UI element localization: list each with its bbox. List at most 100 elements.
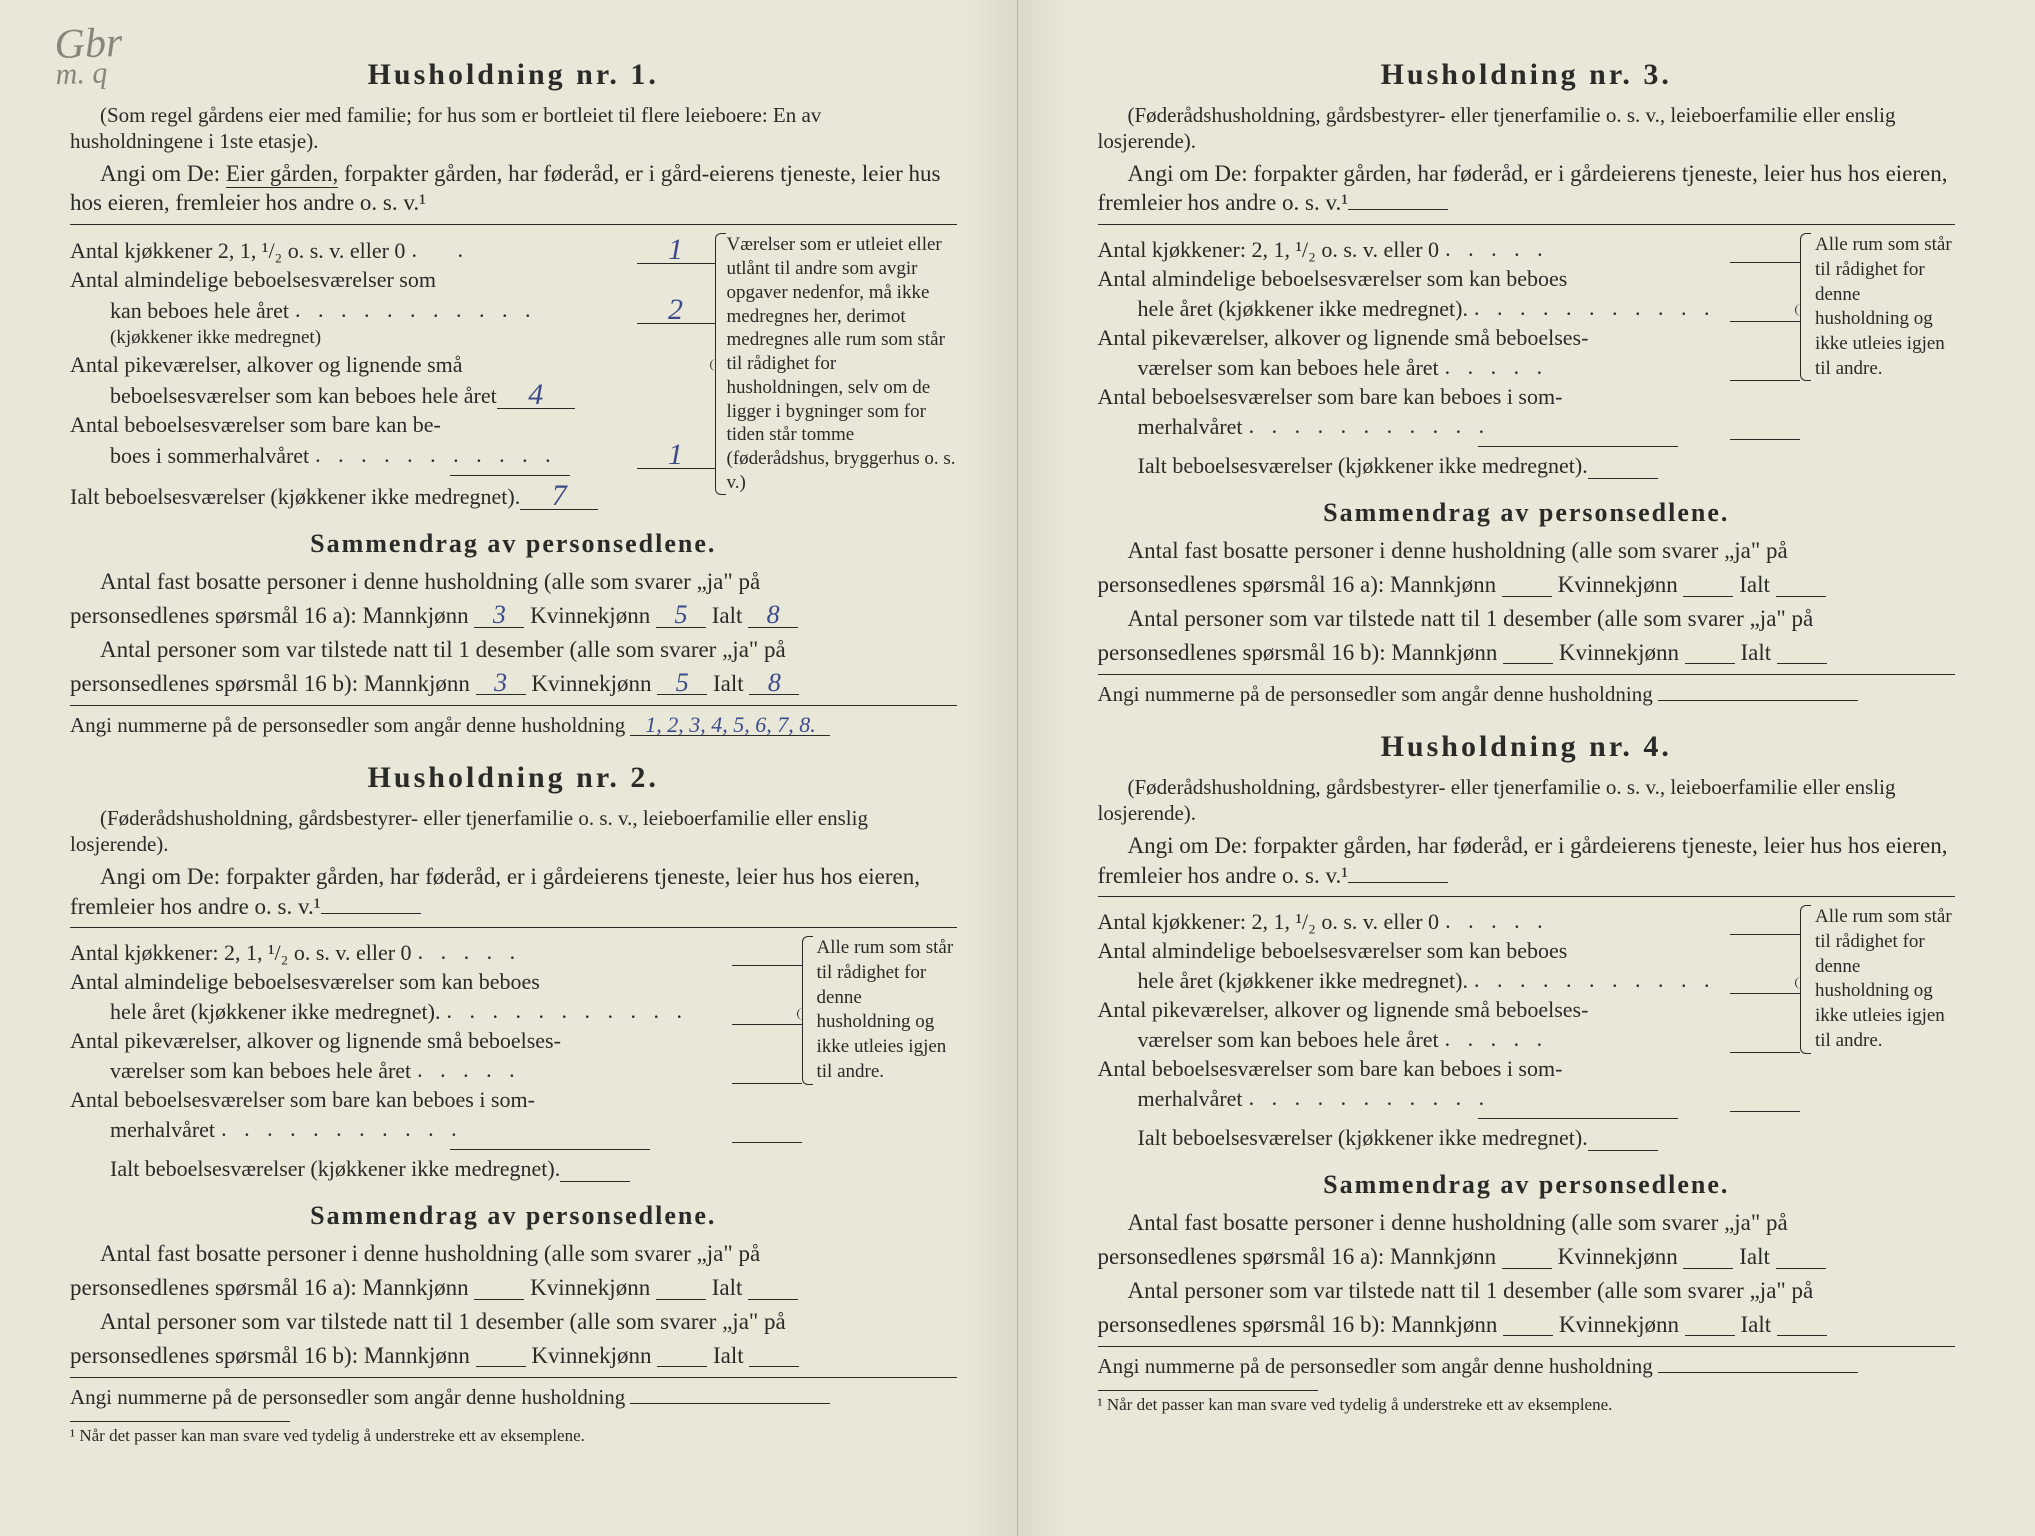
dots: . . . . . . . . . . . xyxy=(1468,967,1730,994)
rule xyxy=(1478,446,1678,447)
h1-r4a: Antal beboelsesværelser som bare kan be- xyxy=(70,412,441,438)
h4-nummer-label: Angi nummerne på de personsedler som ang… xyxy=(1098,1354,1653,1378)
h1-sum2b-prefix: personsedlenes spørsmål 16 b): Mannkjønn xyxy=(70,671,470,696)
dots: . . . . . . . . . . . xyxy=(1243,1085,1730,1112)
h4-sidenote-text: Alle rum som står til rådighet for denne… xyxy=(1815,906,1952,1050)
h3-nummer: Angi nummerne på de personsedler som ang… xyxy=(1098,681,1956,708)
left-page: Gbr m. q Husholdning nr. 1. (Som regel g… xyxy=(0,0,1018,1536)
h3-sum1b: personsedlenes spørsmål 16 a): Mannkjønn… xyxy=(1098,570,1956,600)
h1-r3-value: 4 xyxy=(497,381,575,409)
h2-sum2b-prefix: personsedlenes spørsmål 16 b): Mannkjønn xyxy=(70,1343,470,1368)
footnote-left: ¹ Når det passer kan man svare ved tydel… xyxy=(70,1426,957,1446)
h4-sum1b: personsedlenes spørsmål 16 a): Mannkjønn… xyxy=(1098,1242,1956,1272)
h4-r2b: hele året (kjøkkener ikke medregnet). xyxy=(1098,968,1468,994)
brace-icon xyxy=(1800,905,1811,1053)
h1-b-k: 5 xyxy=(657,671,707,695)
h4-r1-value xyxy=(1730,914,1800,935)
h2-sidenote-text: Alle rum som står til rådighet for denne… xyxy=(817,937,954,1081)
h1-b-m: 3 xyxy=(476,671,526,695)
h4-r3b: værelser som kan beboes hele året xyxy=(1098,1027,1439,1053)
h3-summary-title: Sammendrag av personsedlene. xyxy=(1098,498,1956,528)
h2-ialt2: Ialt xyxy=(713,1343,744,1368)
dots: . . . . . xyxy=(1439,236,1730,263)
h3-r3-value xyxy=(1730,360,1800,381)
rule xyxy=(450,1149,650,1150)
h1-r2a: Antal almindelige beboelsesværelser som xyxy=(70,267,436,293)
dots: . . . . . xyxy=(1439,908,1730,935)
h3-r5: Ialt beboelsesværelser (kjøkkener ikke m… xyxy=(1098,453,1588,479)
h1-a-i: 8 xyxy=(748,603,798,627)
h2-r3a: Antal pikeværelser, alkover og lignende … xyxy=(70,1028,561,1054)
h4-r4-value xyxy=(1730,1091,1800,1112)
h1-sum1a: Antal fast bosatte personer i denne hush… xyxy=(70,567,957,597)
h4-r4b: merhalvåret xyxy=(1098,1086,1243,1112)
h2-sum2a: Antal personer som var tilstede natt til… xyxy=(70,1307,957,1337)
h3-a-m xyxy=(1502,572,1552,596)
h4-r2-value xyxy=(1730,973,1800,994)
dots: . . . . . xyxy=(412,939,732,966)
h3-r2b: hele året (kjøkkener ikke medregnet). xyxy=(1098,296,1468,322)
dots: . . . . . xyxy=(1439,354,1730,381)
h2-kv: Kvinnekjønn xyxy=(530,1275,650,1300)
h1-nummer-val: 1, 2, 3, 4, 5, 6, 7, 8. xyxy=(630,715,830,736)
h2-title: Husholdning nr. 2. xyxy=(70,761,957,795)
blank-line xyxy=(1658,1372,1858,1373)
h2-summary-title: Sammendrag av personsedlene. xyxy=(70,1201,957,1231)
footnote-right: ¹ Når det passer kan man svare ved tydel… xyxy=(1098,1395,1956,1415)
h1-b-i: 8 xyxy=(749,671,799,695)
h1-nummer: Angi nummerne på de personsedler som ang… xyxy=(70,712,957,739)
h1-a-m: 3 xyxy=(474,603,524,627)
h2-b-i xyxy=(749,1343,799,1367)
h2-r4a: Antal beboelsesværelser som bare kan beb… xyxy=(70,1087,535,1113)
dots: . . . . . . . . . . . xyxy=(215,1116,731,1143)
h2-a-m xyxy=(474,1275,524,1299)
h3-sum2a: Antal personer som var tilstede natt til… xyxy=(1098,604,1956,634)
h2-sum1b-prefix: personsedlenes spørsmål 16 a): Mannkjønn xyxy=(70,1275,469,1300)
pencil-annotation: Gbr m. q xyxy=(54,27,124,87)
h2-ialt: Ialt xyxy=(712,1275,743,1300)
h4-r3-value xyxy=(1730,1032,1800,1053)
dots: . . . . . . . . . . . xyxy=(289,297,637,324)
dots: . . . . . xyxy=(411,1057,731,1084)
h4-rooms: Antal kjøkkener: 2, 1, ¹/₂ o. s. v. elle… xyxy=(1098,905,1801,1154)
h1-r4b: boes i sommerhalvåret xyxy=(70,443,309,469)
h1-sidenote: Værelser som er utleiet eller utlånt til… xyxy=(715,233,957,494)
h3-rooms: Antal kjøkkener: 2, 1, ¹/₂ o. s. v. elle… xyxy=(1098,233,1801,482)
h2-nummer-label: Angi nummerne på de personsedler som ang… xyxy=(70,1385,625,1409)
rule xyxy=(70,705,957,706)
h1-sum1b: personsedlenes spørsmål 16 a): Mannkjønn… xyxy=(70,601,957,631)
blank-line xyxy=(1348,209,1448,210)
h1-r2c: (kjøkkener ikke medregnet) xyxy=(70,327,321,349)
h3-r4-value xyxy=(1730,419,1800,440)
dots: . . . . . . . . . . . xyxy=(1468,295,1730,322)
h2-r4b: merhalvåret xyxy=(70,1117,215,1143)
h4-angi: Angi om De: forpakter gården, har føderå… xyxy=(1098,831,1956,891)
h4-sum2b-prefix: personsedlenes spørsmål 16 b): Mannkjønn xyxy=(1098,1312,1498,1337)
h3-nummer-label: Angi nummerne på de personsedler som ang… xyxy=(1098,682,1653,706)
h3-sum1a: Antal fast bosatte personer i denne hush… xyxy=(1098,536,1956,566)
h4-rooms-block: Antal kjøkkener: 2, 1, ¹/₂ o. s. v. elle… xyxy=(1098,905,1956,1154)
rule xyxy=(70,927,957,928)
h4-r2a: Antal almindelige beboelsesværelser som … xyxy=(1098,938,1568,964)
h4-sidenote: Alle rum som står til rådighet for denne… xyxy=(1800,905,1955,1053)
h3-kv: Kvinnekjønn xyxy=(1558,572,1678,597)
h4-nummer: Angi nummerne på de personsedler som ang… xyxy=(1098,1353,1956,1380)
h4-summary-title: Sammendrag av personsedlene. xyxy=(1098,1170,1956,1200)
h3-r1-value xyxy=(1730,242,1800,263)
rule xyxy=(1098,674,1956,675)
h4-b-i xyxy=(1777,1312,1827,1336)
h1-summary-title: Sammendrag av personsedlene. xyxy=(70,529,957,559)
h1-r2-value: 2 xyxy=(637,296,715,324)
h1-r3a: Antal pikeværelser, alkover og lignende … xyxy=(70,352,463,378)
h1-r1-value: 1 xyxy=(637,236,715,264)
h4-r5: Ialt beboelsesværelser (kjøkkener ikke m… xyxy=(1098,1125,1588,1151)
footnote-rule xyxy=(1098,1390,1318,1391)
dots: . . . . . . . . . . . xyxy=(440,998,731,1025)
h4-sum1b-prefix: personsedlenes spørsmål 16 a): Mannkjønn xyxy=(1098,1244,1497,1269)
h4-sum2b: personsedlenes spørsmål 16 b): Mannkjønn… xyxy=(1098,1310,1956,1340)
rule xyxy=(1098,1346,1956,1347)
brace-icon xyxy=(802,936,813,1084)
h4-intro: (Føderådshusholdning, gårdsbestyrer- ell… xyxy=(1098,774,1956,827)
h1-angi: Angi om De: Eier gården, forpakter gårde… xyxy=(70,159,957,219)
h1-rooms: Antal kjøkkener 2, 1, ¹/₂ o. s. v. eller… xyxy=(70,233,715,513)
